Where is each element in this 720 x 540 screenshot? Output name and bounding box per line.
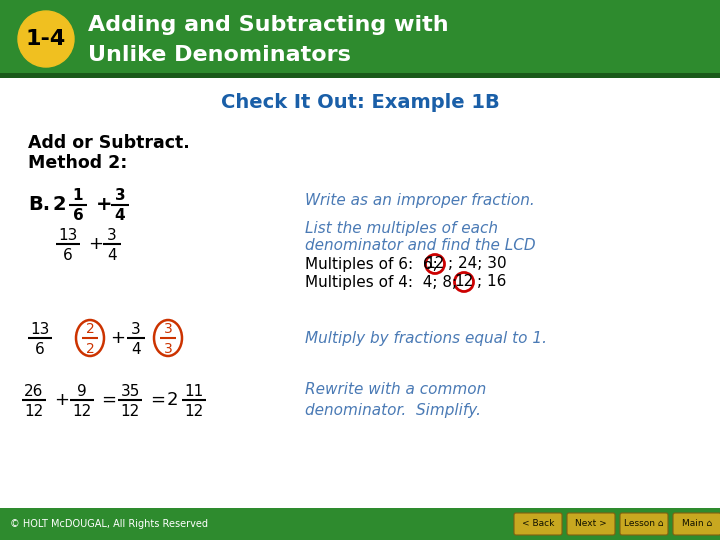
Text: 4: 4 — [131, 341, 141, 356]
Text: 4: 4 — [107, 247, 117, 262]
Text: 9: 9 — [77, 383, 87, 399]
Text: =: = — [150, 391, 165, 409]
Text: B.: B. — [28, 195, 50, 214]
Text: denominator.  Simplify.: denominator. Simplify. — [305, 403, 481, 418]
Text: 35: 35 — [120, 383, 140, 399]
Text: 2: 2 — [53, 195, 67, 214]
Text: 6: 6 — [63, 247, 73, 262]
Text: Unlike Denominators: Unlike Denominators — [88, 45, 351, 65]
Text: 2: 2 — [167, 391, 179, 409]
Text: 12: 12 — [454, 274, 474, 289]
Text: +: + — [96, 195, 112, 214]
Text: 3: 3 — [114, 188, 125, 204]
Text: =: = — [101, 391, 116, 409]
Text: 12: 12 — [120, 403, 140, 418]
Text: 11: 11 — [184, 383, 204, 399]
Text: < Back: < Back — [522, 519, 554, 529]
Text: Write as an improper fraction.: Write as an improper fraction. — [305, 192, 535, 207]
Text: 13: 13 — [58, 227, 78, 242]
Text: +: + — [54, 391, 69, 409]
Text: Check It Out: Example 1B: Check It Out: Example 1B — [220, 93, 500, 112]
Bar — [0, 508, 720, 540]
FancyBboxPatch shape — [514, 513, 562, 535]
Text: 6: 6 — [35, 341, 45, 356]
Text: ; 16: ; 16 — [477, 274, 506, 289]
Text: 2: 2 — [86, 342, 94, 356]
Text: Next >: Next > — [575, 519, 607, 529]
Text: © HOLT McDOUGAL, All Rights Reserved: © HOLT McDOUGAL, All Rights Reserved — [10, 519, 208, 529]
Text: 26: 26 — [24, 383, 44, 399]
Text: +: + — [110, 329, 125, 347]
Text: Method 2:: Method 2: — [28, 154, 127, 172]
Text: 12: 12 — [73, 403, 91, 418]
Text: Multiples of 6:  6;: Multiples of 6: 6; — [305, 256, 438, 272]
Text: 13: 13 — [30, 321, 50, 336]
Bar — [0, 73, 720, 78]
Circle shape — [18, 11, 74, 67]
Text: 12: 12 — [426, 256, 445, 272]
Text: 2: 2 — [86, 322, 94, 336]
Text: Multiply by fractions equal to 1.: Multiply by fractions equal to 1. — [305, 330, 547, 346]
Text: 3: 3 — [163, 322, 172, 336]
Text: Lesson ⌂: Lesson ⌂ — [624, 519, 664, 529]
Text: Multiples of 4:  4; 8;: Multiples of 4: 4; 8; — [305, 274, 457, 289]
Text: Adding and Subtracting with: Adding and Subtracting with — [88, 15, 449, 35]
FancyBboxPatch shape — [620, 513, 668, 535]
FancyBboxPatch shape — [567, 513, 615, 535]
Text: 6: 6 — [73, 208, 84, 224]
Text: 4: 4 — [114, 208, 125, 224]
Text: 3: 3 — [107, 227, 117, 242]
Text: ; 24; 30: ; 24; 30 — [448, 256, 507, 272]
Text: +: + — [88, 235, 103, 253]
Text: 12: 12 — [24, 403, 44, 418]
Text: 1: 1 — [73, 188, 84, 204]
FancyBboxPatch shape — [673, 513, 720, 535]
Text: Main ⌂: Main ⌂ — [682, 519, 712, 529]
Text: 12: 12 — [184, 403, 204, 418]
Text: 1-4: 1-4 — [26, 29, 66, 49]
Bar — [0, 0, 720, 78]
Text: Add or Subtract.: Add or Subtract. — [28, 134, 190, 152]
Text: 3: 3 — [163, 342, 172, 356]
Text: Rewrite with a common: Rewrite with a common — [305, 381, 486, 396]
Text: denominator and find the LCD: denominator and find the LCD — [305, 239, 536, 253]
Text: 3: 3 — [131, 321, 141, 336]
Text: List the multiples of each: List the multiples of each — [305, 220, 498, 235]
